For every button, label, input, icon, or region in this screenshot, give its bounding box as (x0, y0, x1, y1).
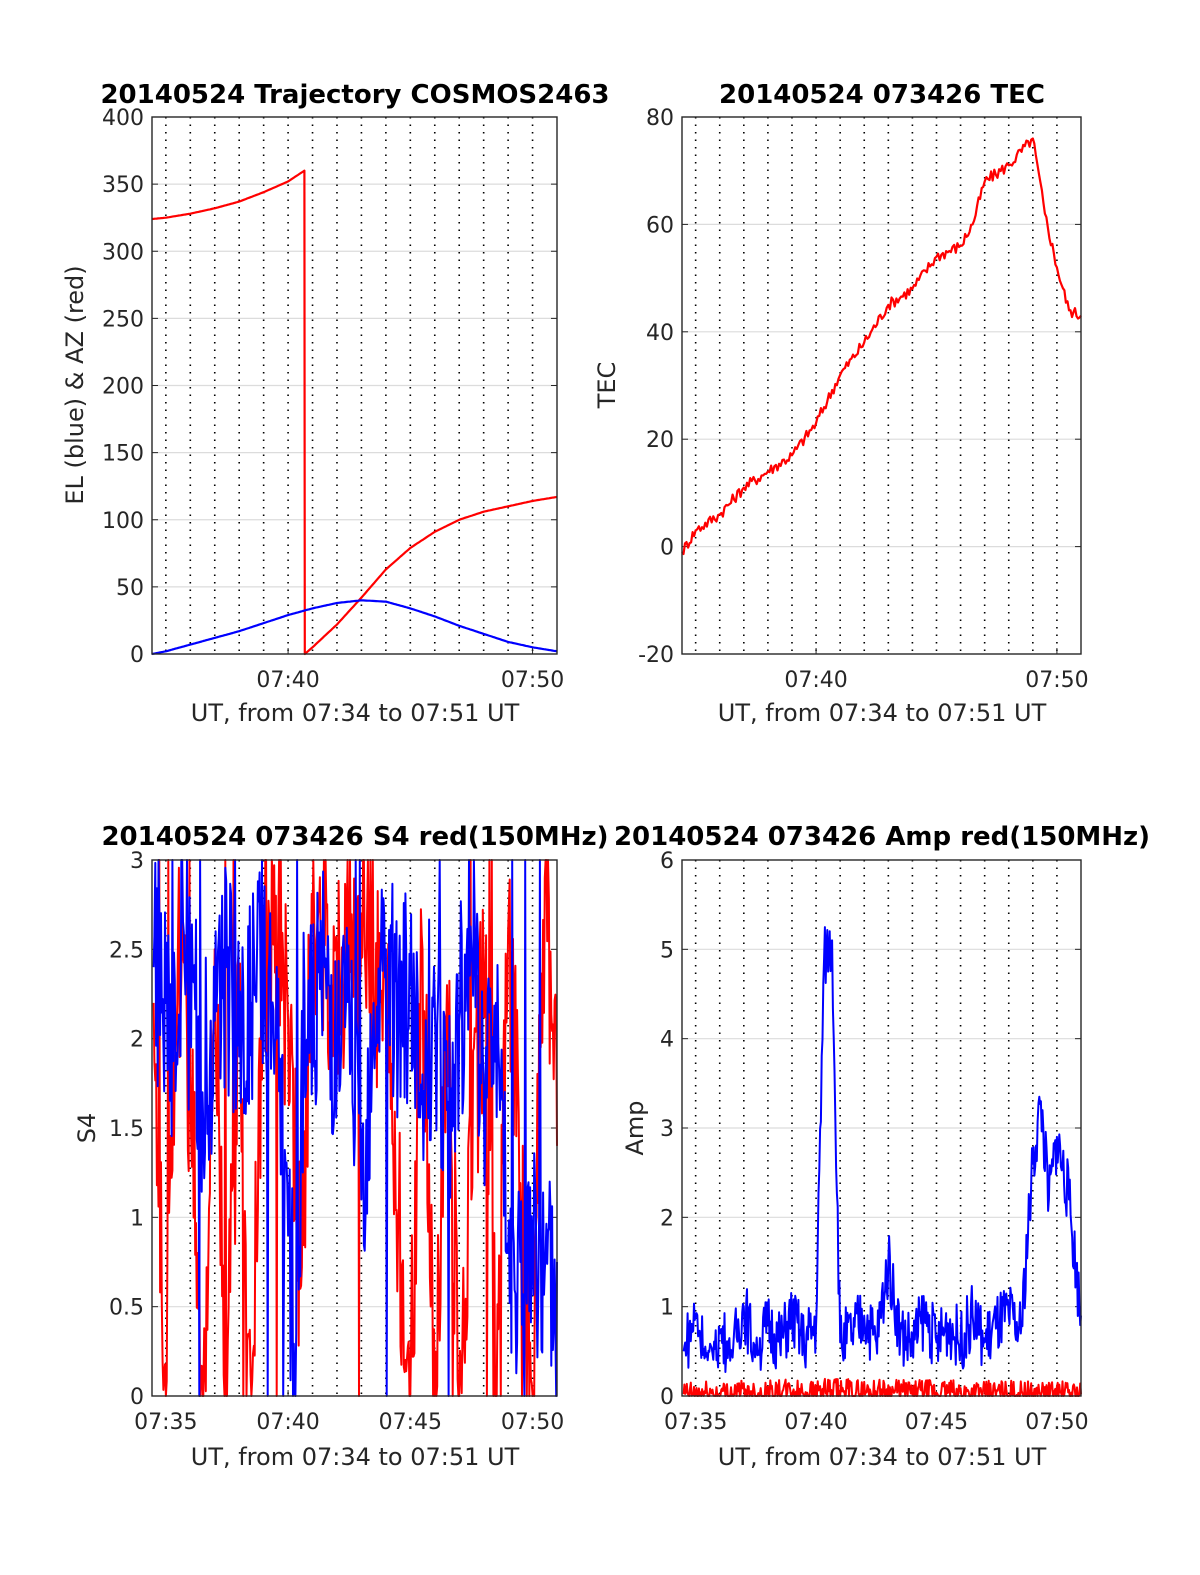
y-tick-label: 5 (660, 938, 674, 963)
x-tick-label: 07:50 (1025, 1410, 1088, 1435)
y-tick-label: 350 (102, 173, 144, 198)
y-tick-label: 0 (660, 536, 674, 561)
y-tick-label: 100 (102, 509, 144, 534)
y-tick-label: 60 (646, 213, 674, 238)
x-tick-label: 07:50 (1025, 668, 1088, 693)
y-tick-label: 50 (116, 576, 144, 601)
axes-frame (681, 859, 1082, 1397)
chart-title: 20140524 073426 Amp red(150MHz) (614, 822, 1150, 852)
x-tick-label: 07:50 (501, 668, 564, 693)
y-tick-label: 0.5 (109, 1296, 144, 1321)
chart-title: 20140524 073426 TEC (719, 80, 1045, 110)
series-line (151, 169, 558, 656)
axes-frame (151, 116, 558, 655)
x-axis-label: UT, from 07:34 to 07:51 UT (191, 699, 520, 727)
y-tick-label: 2 (660, 1206, 674, 1231)
y-tick-label: 1 (660, 1296, 674, 1321)
x-axis-label: UT, from 07:34 to 07:51 UT (718, 1443, 1047, 1471)
y-tick-label: 0 (660, 1385, 674, 1410)
x-tick-label: 07:45 (905, 1410, 968, 1435)
panel-trajectory: 20140524 Trajectory COSMOS2463 EL (blue)… (61, 80, 610, 727)
x-axis-label: UT, from 07:34 to 07:51 UT (191, 1443, 520, 1471)
x-tick-label: 07:40 (256, 1410, 319, 1435)
y-tick-label: 2 (130, 1028, 144, 1053)
y-tick-label: -20 (638, 643, 674, 668)
plot-area (682, 117, 1081, 654)
series-line (152, 859, 558, 1397)
y-tick-label: 4 (660, 1028, 674, 1053)
y-tick-label: 40 (646, 321, 674, 346)
x-tick-label: 07:50 (501, 1410, 564, 1435)
y-tick-label: 0 (130, 1385, 144, 1410)
y-tick-label: 0 (130, 643, 144, 668)
y-axis-label: EL (blue) & AZ (red) (61, 265, 89, 504)
series-line (151, 599, 558, 656)
y-tick-label: 300 (102, 240, 144, 265)
axes-frame (151, 859, 558, 1397)
panel-tec: 20140524 073426 TEC TEC UT, from 07:34 t… (593, 80, 1089, 727)
x-tick-label: 07:40 (784, 668, 847, 693)
y-tick-label: 3 (660, 1117, 674, 1142)
chart-title: 20140524 073426 S4 red(150MHz) (101, 822, 608, 852)
y-tick-label: 20 (646, 428, 674, 453)
y-tick-label: 80 (646, 106, 674, 131)
x-tick-label: 07:40 (256, 668, 319, 693)
y-tick-label: 150 (102, 442, 144, 467)
y-axis-label: S4 (73, 1113, 101, 1144)
series-line (682, 926, 1082, 1373)
axes-frame (681, 116, 1082, 655)
panel-s4: 20140524 073426 S4 red(150MHz) S4 UT, fr… (73, 822, 609, 1471)
y-tick-label: 3 (130, 849, 144, 874)
y-tick-label: 1.5 (109, 1117, 144, 1142)
chart-title: 20140524 Trajectory COSMOS2463 (100, 80, 609, 110)
x-tick-label: 07:45 (379, 1410, 442, 1435)
y-tick-label: 2.5 (109, 938, 144, 963)
series-line (681, 137, 1082, 556)
y-axis-label: TEC (593, 362, 621, 410)
y-tick-label: 250 (102, 307, 144, 332)
x-axis-label: UT, from 07:34 to 07:51 UT (718, 699, 1047, 727)
x-tick-label: 07:35 (134, 1410, 197, 1435)
x-tick-label: 07:35 (664, 1410, 727, 1435)
y-tick-label: 200 (102, 375, 144, 400)
y-axis-label: Amp (621, 1100, 649, 1155)
x-tick-label: 07:40 (784, 1410, 847, 1435)
y-tick-label: 6 (660, 849, 674, 874)
y-tick-label: 400 (102, 106, 144, 131)
panel-amp: 20140524 073426 Amp red(150MHz) Amp UT, … (614, 822, 1150, 1471)
y-tick-label: 1 (130, 1206, 144, 1231)
